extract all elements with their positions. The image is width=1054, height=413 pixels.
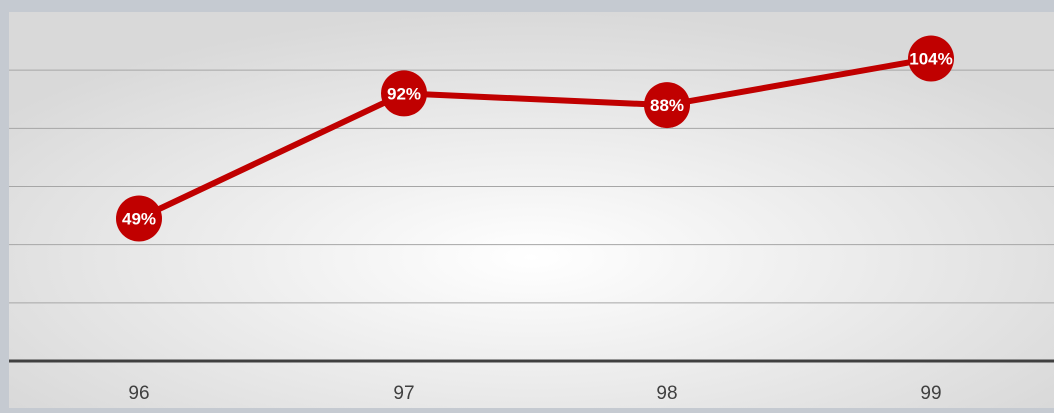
x-tick-label: 99 (920, 383, 941, 404)
data-label: 49% (122, 209, 156, 228)
plot-area (9, 12, 1054, 408)
data-point-marker (116, 195, 162, 242)
x-tick-label: 97 (393, 383, 414, 404)
data-label: 88% (650, 96, 684, 115)
series-line (136, 55, 934, 222)
data-labels: 49% 92% 88% 104% (122, 50, 953, 229)
data-point-marker (381, 70, 427, 117)
x-tick-label: 96 (128, 383, 149, 404)
data-label: 92% (387, 84, 421, 103)
data-point-marker (644, 82, 690, 129)
data-series (116, 35, 954, 242)
x-tick-label: 98 (656, 383, 677, 404)
data-label: 104% (909, 50, 952, 69)
data-point-marker (908, 35, 954, 82)
gridlines (9, 69, 1054, 304)
x-axis: 96 97 98 99 (9, 359, 1054, 404)
